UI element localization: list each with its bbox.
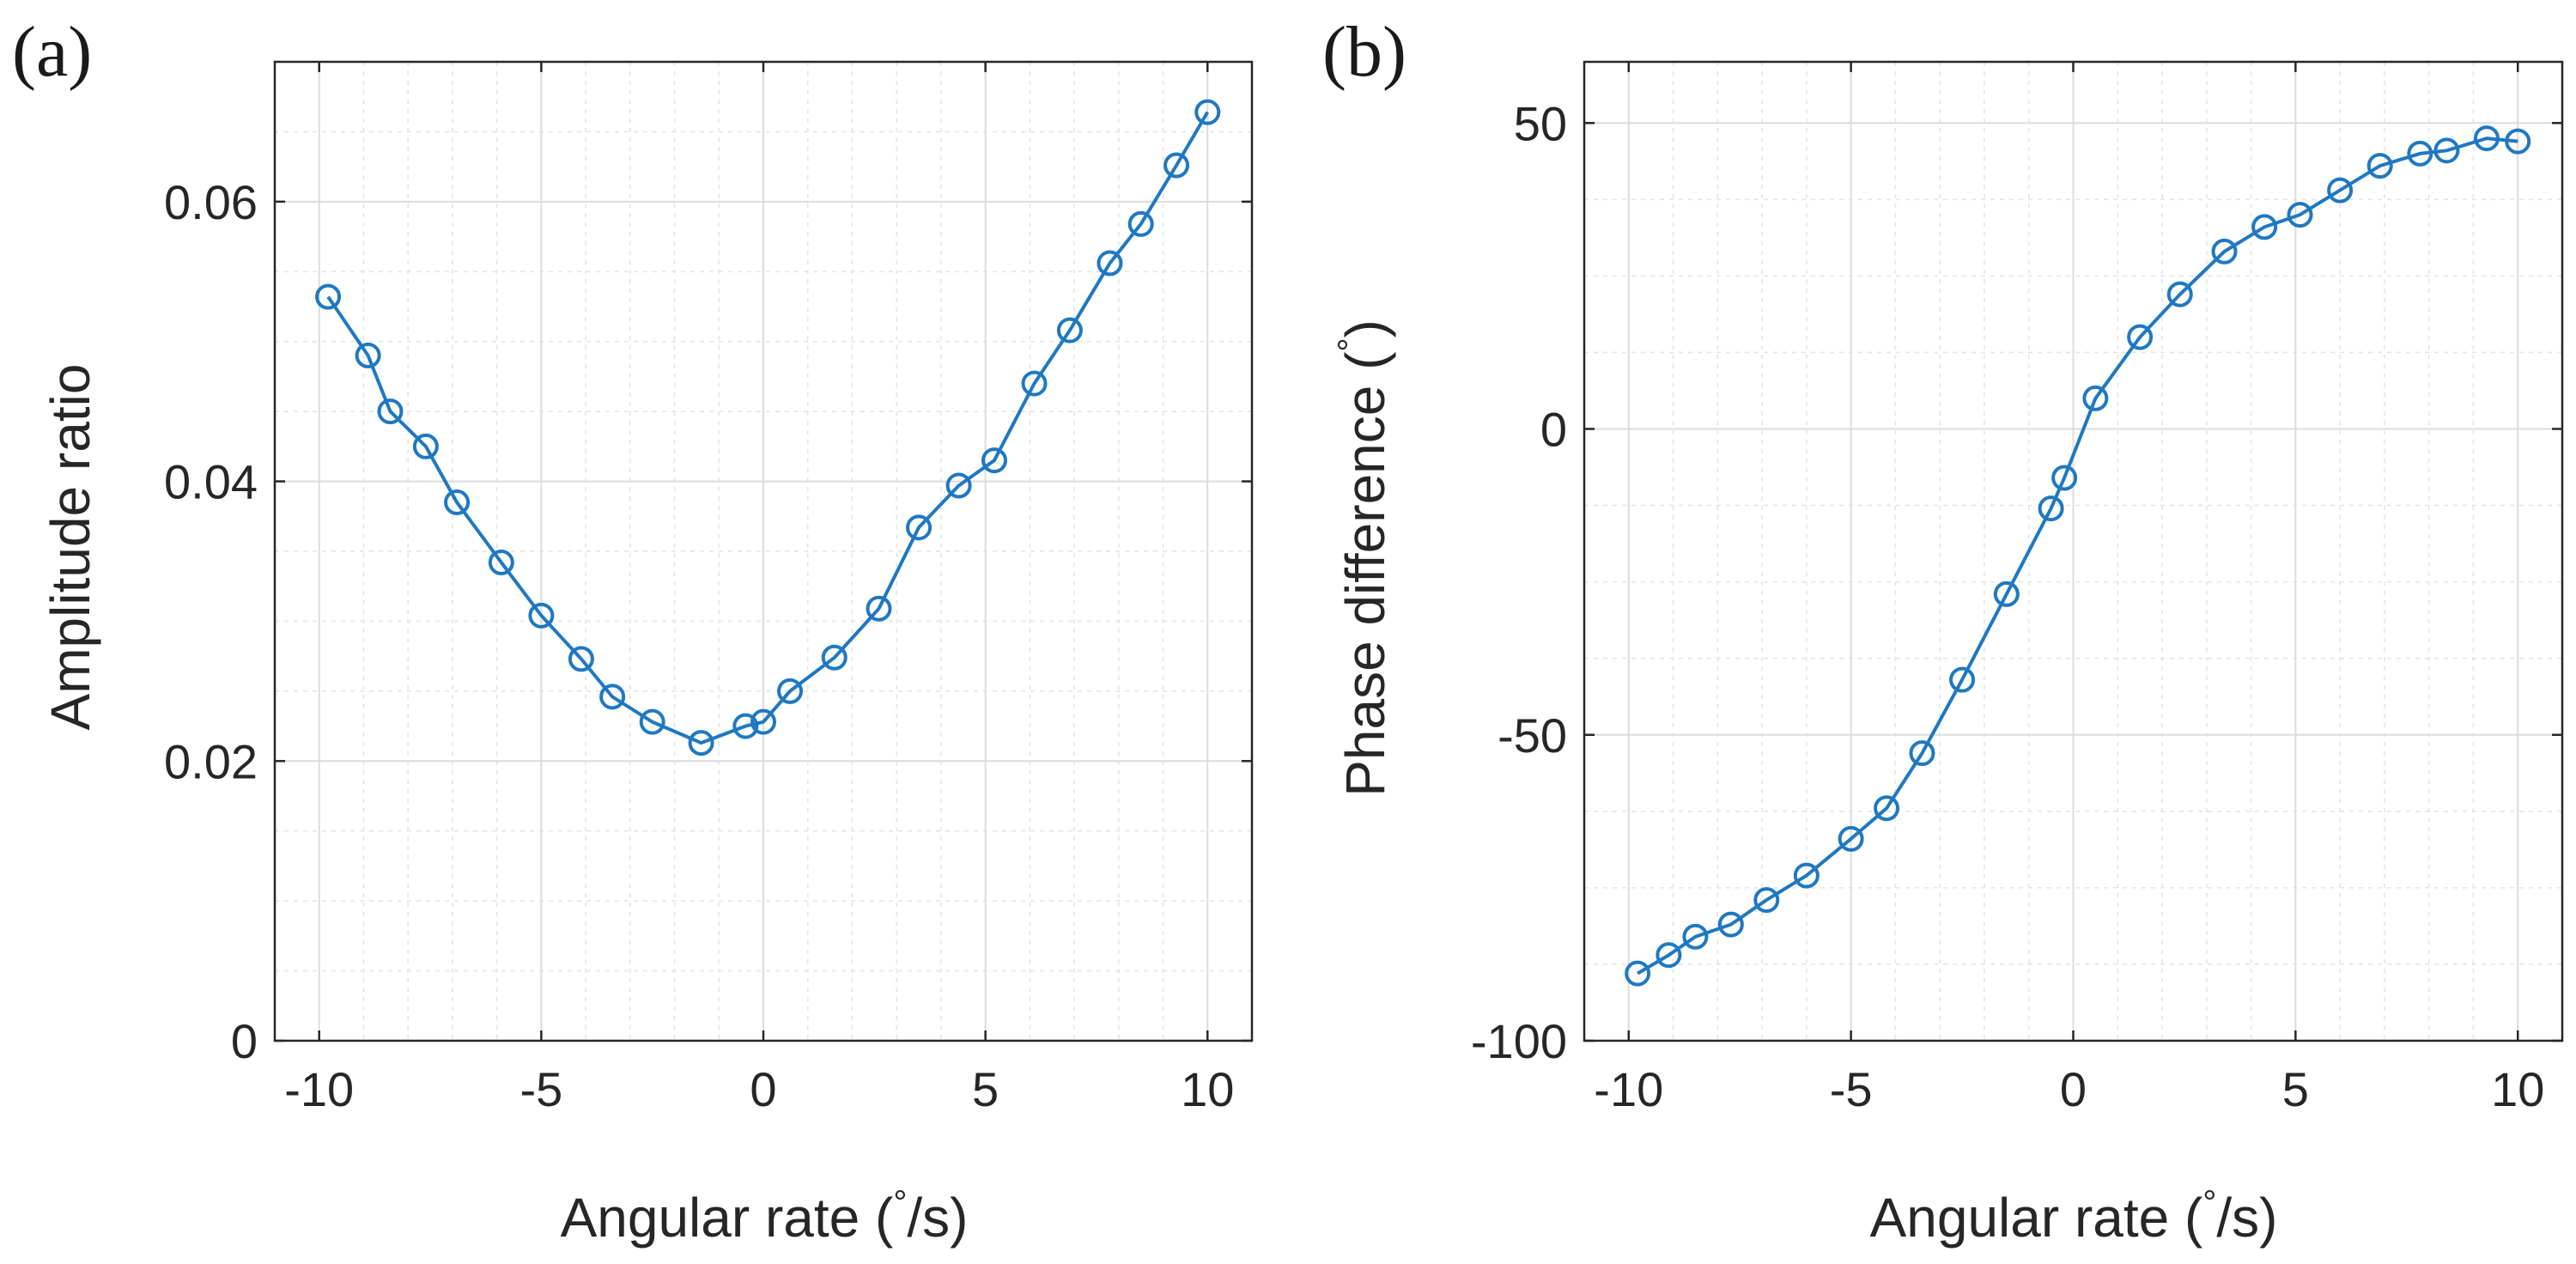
panel-b-label: (b)	[1322, 12, 1406, 92]
panel-a-x-axis-label-suffix: /s)	[907, 1187, 968, 1249]
panel-b-data-point	[1838, 825, 1864, 852]
panel-b-data-point	[2251, 214, 2278, 240]
panel-b-data-point	[1949, 666, 1976, 693]
panel-a-y-tick-label: 0.04	[164, 455, 258, 509]
panel-a-data-point	[1056, 317, 1083, 343]
panel-b-data-point	[1625, 960, 1651, 987]
panel-a-series-line	[326, 111, 1210, 745]
panel-b-data-point	[1753, 887, 1780, 914]
panel-b-x-tick-label: -10	[1594, 1062, 1663, 1116]
panel-a-grid	[274, 61, 1253, 1042]
panel-b-markers	[1625, 125, 2531, 987]
panel-a-data-point	[444, 489, 471, 515]
panel-b-x-axis-label-prefix: Angular rate (	[1870, 1187, 2203, 1249]
panel-b-y-tick-label: 0	[1540, 403, 1567, 457]
panel-a-x-axis-degree: °	[893, 1184, 907, 1222]
panel-b-data-point	[2407, 140, 2433, 167]
panel-a-x-axis-label: Angular rate (°/s)	[561, 1184, 969, 1249]
panel-a-x-tick-label: 5	[972, 1062, 999, 1116]
panel-b-y-axis-degree: °	[1332, 338, 1370, 352]
panel-b-data-point	[2038, 495, 2064, 522]
panel-a-x-axis-label-prefix: Angular rate (	[561, 1187, 894, 1249]
panel-b-data-point	[2127, 324, 2154, 350]
panel-a-y-tick-label: 0	[231, 1014, 258, 1068]
panel-b-data-point	[1909, 740, 1935, 767]
panel-b-data-point	[2051, 465, 2078, 491]
panel-a: -10 -5 0 5 10 0 0.02 0.04 0.06 (a) Angular rate …	[12, 12, 1254, 1249]
panel-b-grid	[1583, 62, 2563, 1042]
panel-a-data-point	[777, 678, 804, 704]
panel-a-data-point	[688, 730, 714, 757]
panel-b-x-axis-label-suffix: /s)	[2216, 1187, 2277, 1249]
panel-a-markers	[315, 99, 1221, 757]
panel-b-data-point	[2505, 128, 2531, 155]
panel-b-data-point	[2166, 281, 2193, 307]
panel-a-x-tick-label: 0	[750, 1062, 776, 1116]
panel-a-label: (a)	[12, 12, 92, 92]
panel-b-data-point	[2211, 238, 2238, 264]
panel-a-data-point	[732, 713, 759, 739]
panel-a-data-point	[1021, 370, 1048, 397]
panel-b-y-axis-label-prefix: Phase difference (	[1334, 352, 1396, 797]
panel-a-data-point	[315, 283, 342, 310]
panel-b-data-point	[1993, 580, 2020, 607]
panel-b-x-tick-label: 0	[2060, 1062, 2087, 1116]
panel-a-y-tick-label: 0.06	[164, 175, 258, 229]
panel-b-data-point	[2366, 153, 2393, 179]
panel-a-data-point	[866, 595, 892, 622]
panel-b-x-tick-label: -5	[1830, 1062, 1873, 1116]
panel-a-data-point	[1163, 152, 1190, 179]
panel-b-data-point	[2473, 125, 2500, 152]
panel-a-x-tick-label: -10	[284, 1062, 354, 1116]
panel-a-data-point	[568, 646, 594, 672]
panel-a-data-point	[412, 433, 439, 459]
panel-a-data-point	[821, 644, 848, 671]
panel-b-y-axis-label-suffix: )	[1334, 319, 1396, 337]
panel-b-data-point	[2433, 137, 2460, 164]
panel-a-data-point	[377, 398, 404, 425]
panel-b-data-point	[1793, 862, 1820, 889]
panel-a-ticks: -10 -5 0 5 10 0 0.02 0.04 0.06	[164, 62, 1252, 1116]
panel-a-data-point	[528, 602, 555, 629]
panel-b-y-tick-label: -50	[1498, 708, 1567, 763]
panel-a-data-point	[1127, 210, 1154, 237]
panel-a-data-point	[906, 514, 933, 541]
panel-b-data-point	[1874, 795, 1900, 822]
panel-b-data-point	[1717, 911, 1744, 938]
panel-a-data-point	[981, 447, 1007, 474]
panel-b-data-point	[2082, 385, 2109, 411]
panel-a-data-point	[1194, 99, 1221, 125]
panel-b-y-tick-label: 50	[1514, 96, 1567, 150]
panel-b-y-axis-label: Phase difference (°)	[1332, 319, 1396, 797]
panel-b-data-point	[1656, 942, 1682, 969]
panel-b-x-tick-label: 10	[2491, 1062, 2544, 1116]
panel-a-y-tick-label: 0.02	[164, 734, 258, 788]
panel-a-data-point	[1097, 250, 1123, 276]
panel-a-data-point	[599, 684, 626, 710]
panel-b-x-axis-degree: °	[2202, 1184, 2216, 1222]
panel-b-data-point	[1682, 923, 1709, 950]
panel-a-data-point	[945, 472, 972, 499]
panel-a-x-tick-label: -5	[519, 1062, 562, 1116]
panel-b-x-axis-label: Angular rate (°/s)	[1870, 1184, 2278, 1249]
panel-a-data-point	[639, 708, 665, 735]
panel-b-data-point	[2287, 202, 2313, 228]
panel-b-x-tick-label: 5	[2282, 1062, 2309, 1116]
panel-a-data-point	[355, 343, 381, 368]
panel-b-y-tick-label: -100	[1471, 1014, 1567, 1068]
panel-a-y-axis-label: Amplitude ratio	[39, 364, 101, 731]
panel-a-data-point	[750, 708, 776, 735]
panel-a-x-tick-label: 10	[1181, 1062, 1234, 1116]
panel-b-data-point	[2327, 177, 2354, 204]
panel-a-data-point	[488, 550, 514, 576]
panel-b-series-line	[1637, 137, 2518, 975]
